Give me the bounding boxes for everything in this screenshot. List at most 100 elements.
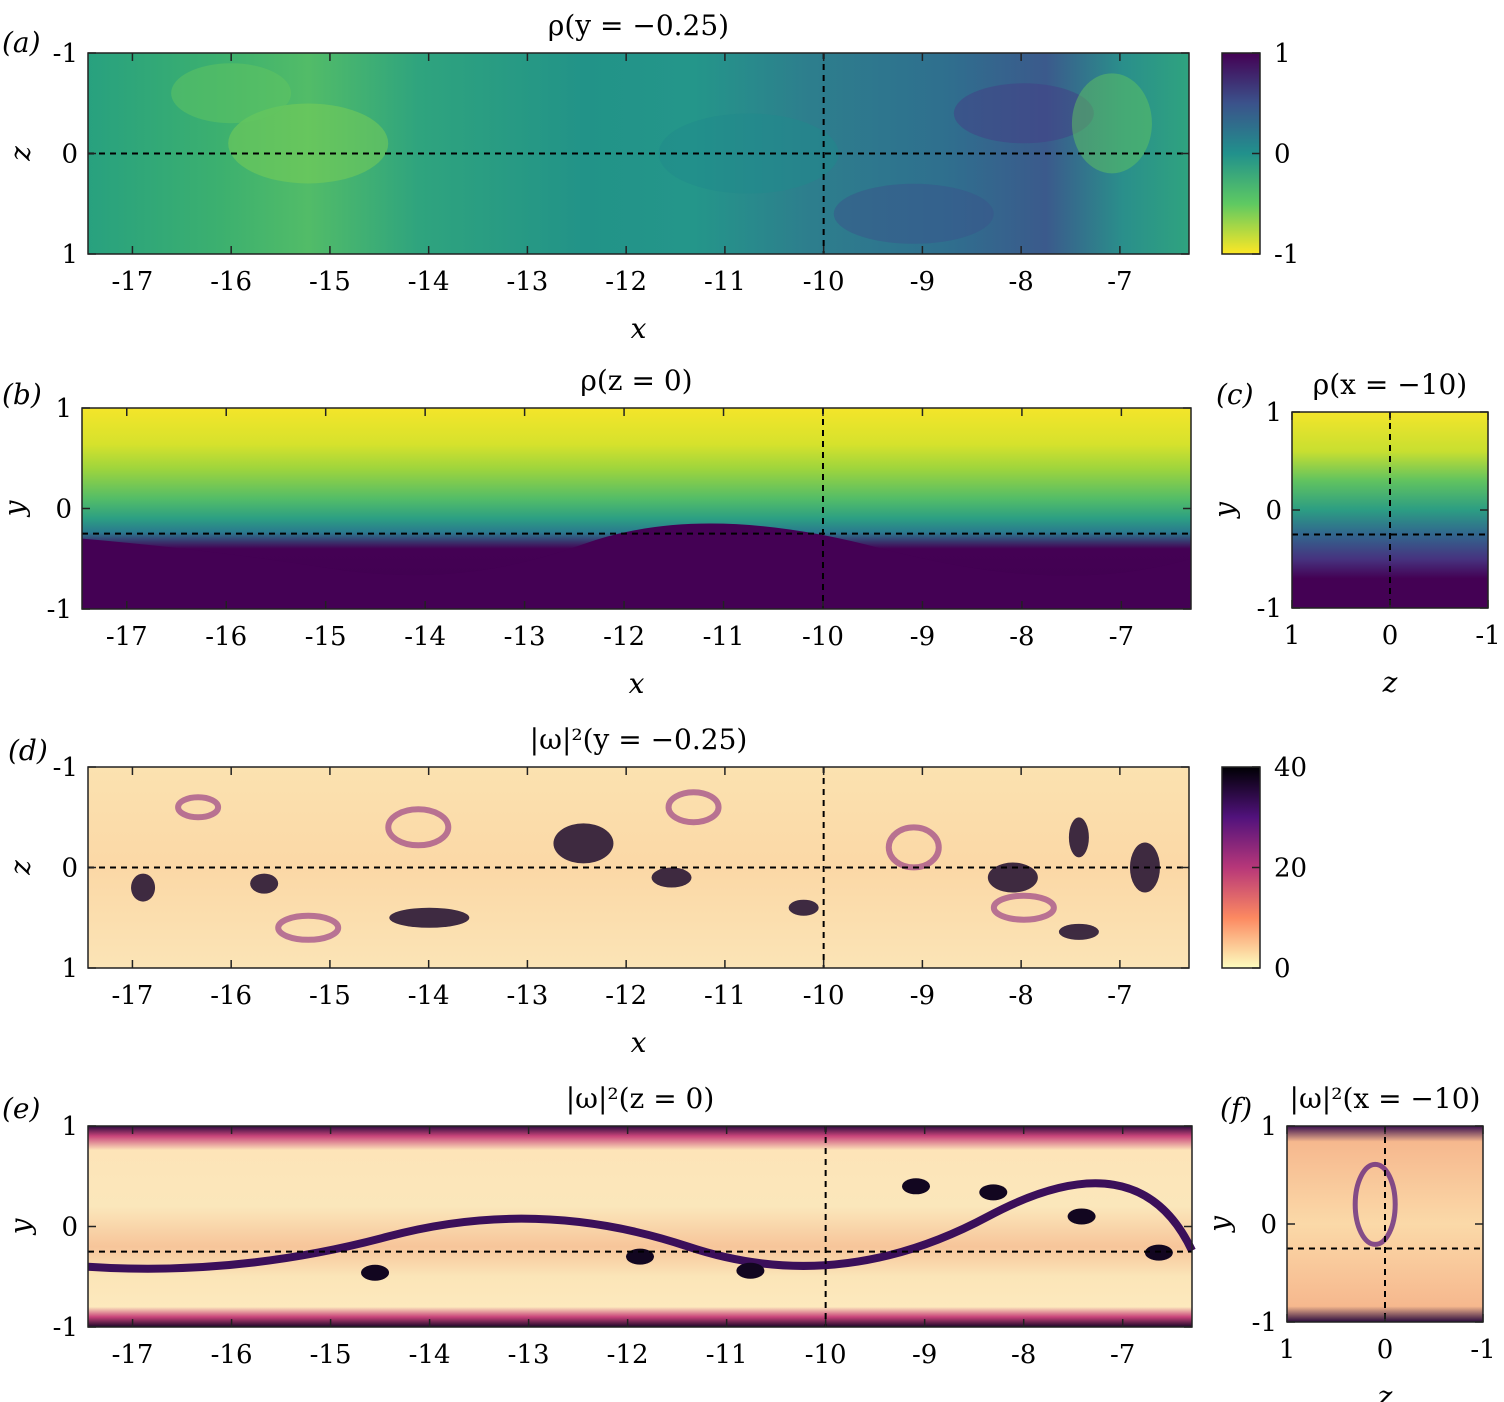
x-tick-label: -17 — [112, 1340, 154, 1370]
colorbar: 40 20 0 — [1221, 753, 1307, 984]
x-tick-label: -14 — [404, 622, 446, 652]
colorbar-tick-label: 1 — [1274, 39, 1291, 69]
x-tick-label: -8 — [1008, 981, 1033, 1011]
panel-title: |ω|²(y = −0.25) — [530, 723, 748, 756]
x-tick-label: -12 — [605, 981, 647, 1011]
vortex-sheet — [87, 1179, 1196, 1273]
vortex-blob — [979, 1184, 1008, 1201]
y-tick-label: 1 — [61, 240, 78, 270]
dense-layer — [82, 523, 1191, 609]
x-tick-label: -15 — [309, 981, 351, 1011]
y-tick-label: 1 — [1260, 1112, 1277, 1142]
x-tick-label: -16 — [210, 981, 252, 1011]
x-tick-label: -7 — [1109, 622, 1134, 652]
vortex-ring — [385, 806, 452, 849]
density-blob — [953, 83, 1094, 144]
vortex-ring — [990, 892, 1057, 923]
density-blob — [228, 103, 389, 184]
panel-title: ρ(y = −0.25) — [548, 9, 729, 42]
x-tick-label: -8 — [1011, 1340, 1036, 1370]
vortex-blob — [389, 907, 470, 928]
y-tick-label: -1 — [53, 39, 78, 69]
y-tick-label: 1 — [61, 1112, 78, 1142]
heatmap-field — [1287, 1126, 1483, 1322]
y-tick-label: 0 — [61, 854, 78, 884]
x-tick-label: -9 — [912, 1340, 937, 1370]
x-tick-label: -10 — [805, 1340, 847, 1370]
y-axis-label: y — [0, 499, 31, 518]
colorbar-scale — [1221, 766, 1261, 969]
x-tick-label: 1 — [1284, 621, 1301, 651]
x-tick-label: -14 — [408, 267, 450, 297]
x-tick-label: -13 — [508, 1340, 550, 1370]
x-tick-label: -17 — [111, 981, 153, 1011]
x-tick-label: -15 — [309, 267, 351, 297]
y-tick-label: 1 — [61, 954, 78, 984]
panel-b: -17 -16 -15 -14 -13 -12 -11 -10 -9 -8 -7 1 0 -1 ρ(z = … — [0, 364, 1192, 700]
x-tick-label: -10 — [803, 267, 845, 297]
x-tick-label: -11 — [706, 1340, 748, 1370]
vortex-ring — [1352, 1161, 1398, 1247]
panel-label: (e) — [2, 1092, 40, 1125]
x-tick-label: -13 — [506, 267, 548, 297]
x-tick-label: -1 — [1475, 621, 1500, 651]
panel-label: (c) — [1216, 378, 1254, 411]
panel-title: |ω|²(z = 0) — [566, 1082, 715, 1115]
y-tick-label: -1 — [53, 1313, 78, 1343]
panel-f: 1 0 -110-1|ω|²(x = −10)(f)zy — [1203, 1082, 1496, 1402]
panel-c: 1 0 -110-1ρ(x = −10)(c)zy — [1208, 368, 1501, 699]
x-tick-label: -11 — [703, 622, 745, 652]
x-tick-label: -7 — [1110, 1340, 1135, 1370]
x-tick-label: -11 — [704, 981, 746, 1011]
panel-label: (b) — [2, 378, 42, 411]
colorbar-tick-label: 0 — [1274, 954, 1291, 984]
panel-title: ρ(z = 0) — [580, 364, 692, 397]
x-tick-label: 0 — [1382, 621, 1399, 651]
y-tick-label: -1 — [53, 753, 78, 783]
vortex-blob — [626, 1248, 654, 1265]
x-tick-label: -9 — [910, 267, 935, 297]
y-axis-label: y — [1208, 501, 1241, 520]
x-tick-label: 1 — [1279, 1335, 1296, 1365]
y-tick-label: -1 — [47, 595, 72, 625]
x-tick-label: -10 — [803, 981, 845, 1011]
vortex-blob — [902, 1178, 930, 1195]
x-tick-label: -8 — [1008, 267, 1033, 297]
y-tick-label: -1 — [1257, 594, 1282, 624]
x-tick-label: -10 — [802, 622, 844, 652]
x-tick-label: -8 — [1009, 622, 1034, 652]
vortex-blob — [131, 873, 156, 902]
y-tick-label: -1 — [1252, 1308, 1277, 1338]
x-tick-label: -13 — [506, 981, 548, 1011]
x-axis-label: z — [1377, 1380, 1393, 1402]
y-tick-label: 0 — [61, 140, 78, 170]
x-tick-label: -12 — [605, 267, 647, 297]
x-tick-label: -16 — [210, 267, 252, 297]
y-axis-label: z — [4, 860, 37, 876]
density-blob — [171, 63, 292, 124]
vortex-ring — [175, 794, 222, 821]
y-axis-label: z — [4, 146, 37, 162]
density-blob — [833, 183, 994, 244]
x-tick-label: -14 — [409, 1340, 451, 1370]
y-tick-label: 0 — [61, 1213, 78, 1243]
vortex-blob — [788, 899, 819, 916]
panel-label: (a) — [2, 26, 41, 59]
y-tick-label: 1 — [1265, 398, 1282, 428]
x-tick-label: -12 — [603, 622, 645, 652]
vortex-blob — [1067, 1208, 1096, 1225]
x-tick-label: -14 — [408, 981, 450, 1011]
panel-title: |ω|²(x = −10) — [1290, 1082, 1481, 1115]
y-axis-label: y — [1203, 1215, 1236, 1234]
x-tick-label: -7 — [1107, 981, 1132, 1011]
panel-d: -17 -16 -15 -14 -13 -12 -11 -10 -9 -8 -7-101|ω|²(y… — [4, 723, 1307, 1059]
panel-label: (d) — [8, 734, 48, 767]
x-tick-label: -9 — [910, 622, 935, 652]
heatmap-field — [88, 1126, 1192, 1327]
vortex-blob — [250, 873, 279, 894]
x-tick-label: -13 — [504, 622, 546, 652]
x-tick-label: -15 — [305, 622, 347, 652]
x-tick-label: -17 — [111, 267, 153, 297]
